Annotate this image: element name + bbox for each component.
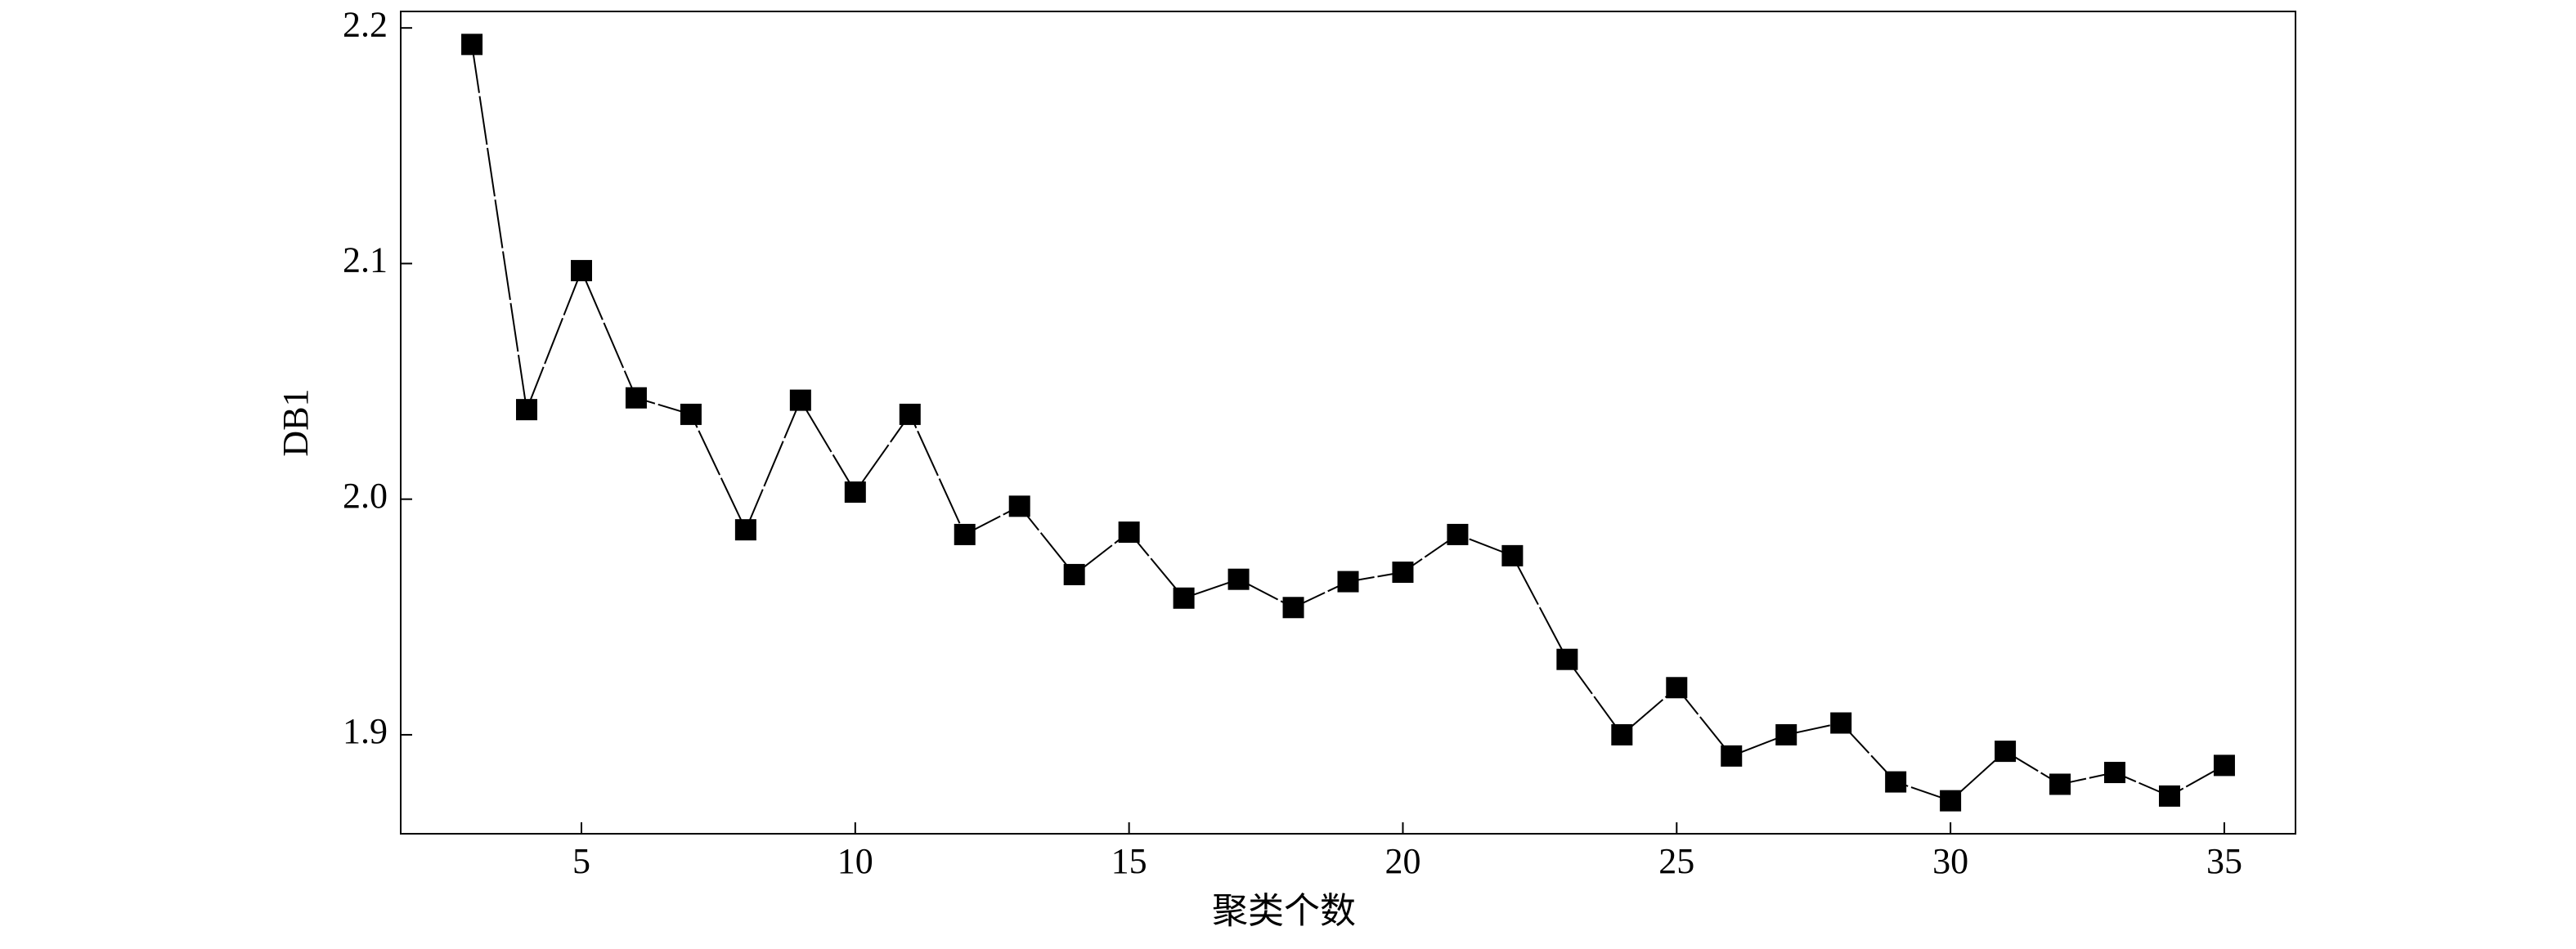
x-tick-label: 30	[1932, 841, 1968, 881]
plot-frame	[400, 11, 2296, 835]
marker	[899, 403, 921, 425]
marker	[1501, 544, 1524, 566]
x-axis-label: 聚类个数	[1212, 891, 1356, 931]
marker	[570, 260, 592, 282]
marker	[1118, 522, 1140, 544]
marker	[1830, 712, 1852, 734]
marker	[461, 34, 483, 56]
y-axis-label: DB1	[276, 388, 316, 456]
marker	[516, 399, 538, 421]
marker	[2158, 785, 2180, 807]
marker	[2049, 773, 2071, 795]
marker	[625, 387, 647, 409]
y-tick-label: 1.9	[343, 711, 388, 751]
marker	[1775, 723, 1797, 745]
marker	[2104, 762, 2126, 784]
marker	[844, 481, 866, 504]
marker	[1008, 495, 1030, 517]
marker	[1063, 563, 1085, 585]
x-tick-label: 25	[1658, 841, 1694, 881]
marker	[1282, 597, 1304, 619]
marker	[1995, 741, 2017, 763]
marker	[2213, 754, 2235, 777]
x-tick-label: 20	[1384, 841, 1420, 881]
x-tick-label: 10	[837, 841, 873, 881]
marker	[1556, 648, 1578, 670]
y-tick-label: 2.2	[343, 4, 388, 44]
marker	[1447, 523, 1469, 545]
marker	[1611, 723, 1633, 745]
marker	[954, 523, 976, 545]
y-tick-label: 2.0	[343, 476, 388, 516]
marker	[1940, 790, 1962, 812]
x-tick-label: 15	[1111, 841, 1147, 881]
marker	[1337, 571, 1359, 593]
x-tick-label: 35	[2206, 841, 2242, 881]
marker	[1173, 587, 1195, 609]
y-tick-label: 2.1	[343, 240, 388, 280]
marker	[1885, 771, 1907, 793]
marker	[1227, 568, 1250, 590]
marker	[1666, 677, 1688, 699]
marker	[1721, 745, 1743, 767]
marker	[789, 389, 811, 411]
series-line	[471, 44, 2225, 802]
marker	[734, 519, 756, 541]
marker	[1392, 562, 1414, 584]
x-tick-label: 5	[572, 841, 590, 881]
marker	[680, 403, 702, 425]
